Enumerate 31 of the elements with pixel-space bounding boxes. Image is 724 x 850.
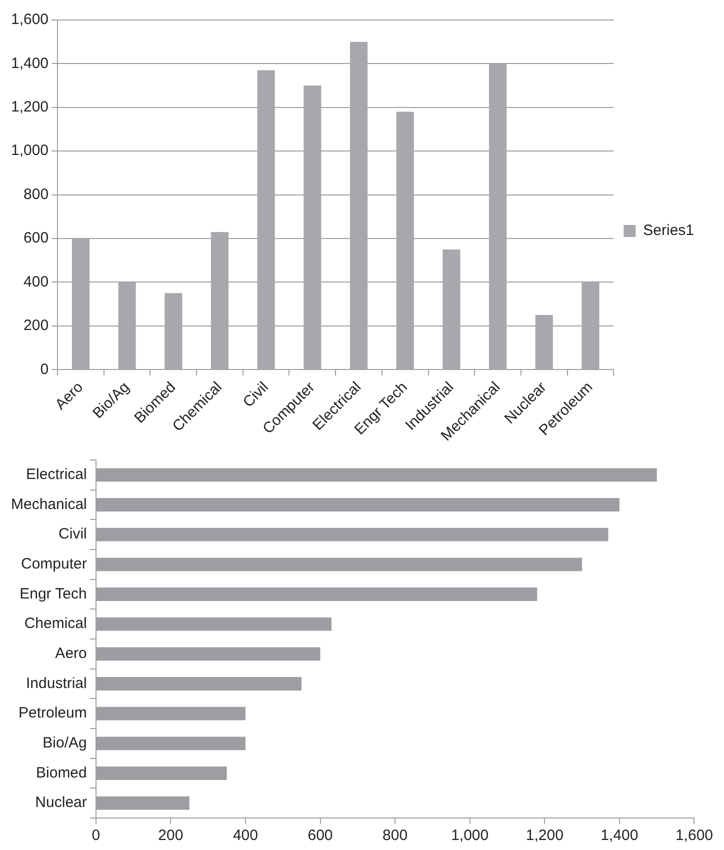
y-tick-label: Petroleum (18, 704, 87, 722)
y-tick-label: Computer (21, 556, 87, 573)
x-tick-label: 600 (308, 827, 333, 844)
x-tick-label: 800 (382, 827, 408, 844)
y-tick-label: 1,600 (10, 11, 49, 28)
y-tick-label: 600 (24, 230, 49, 247)
y-tick-label: 0 (40, 360, 49, 378)
y-tick-label: 1,200 (10, 98, 49, 116)
legend-label: Series1 (643, 222, 694, 240)
y-tick-label: 1,000 (10, 142, 49, 160)
x-tick-label: 1,200 (526, 827, 564, 844)
y-tick-label: Nuclear (35, 794, 87, 812)
y-tick-label: Mechanical (10, 496, 87, 513)
x-tick-label: 1,400 (600, 827, 638, 844)
y-tick-label: Industrial (26, 674, 87, 692)
x-tick-label: 1,600 (675, 827, 714, 844)
y-tick-label: 1,400 (10, 54, 49, 72)
y-tick-label: 200 (24, 317, 49, 334)
x-tick-label: 400 (232, 827, 258, 844)
y-tick-label: 800 (24, 186, 49, 203)
y-tick-label: 400 (24, 273, 49, 290)
y-tick-label: Civil (58, 526, 87, 543)
x-tick-label: 200 (158, 827, 184, 844)
y-tick-label: Aero (55, 645, 87, 662)
y-tick-label: Bio/Ag (42, 734, 87, 752)
y-tick-label: Chemical (24, 615, 87, 632)
y-tick-label: Biomed (36, 764, 87, 782)
x-tick-label: 0 (92, 827, 100, 844)
x-tick-label: 1,000 (451, 827, 489, 844)
y-tick-label: Electrical (26, 466, 87, 484)
y-tick-label: Engr Tech (20, 585, 87, 602)
